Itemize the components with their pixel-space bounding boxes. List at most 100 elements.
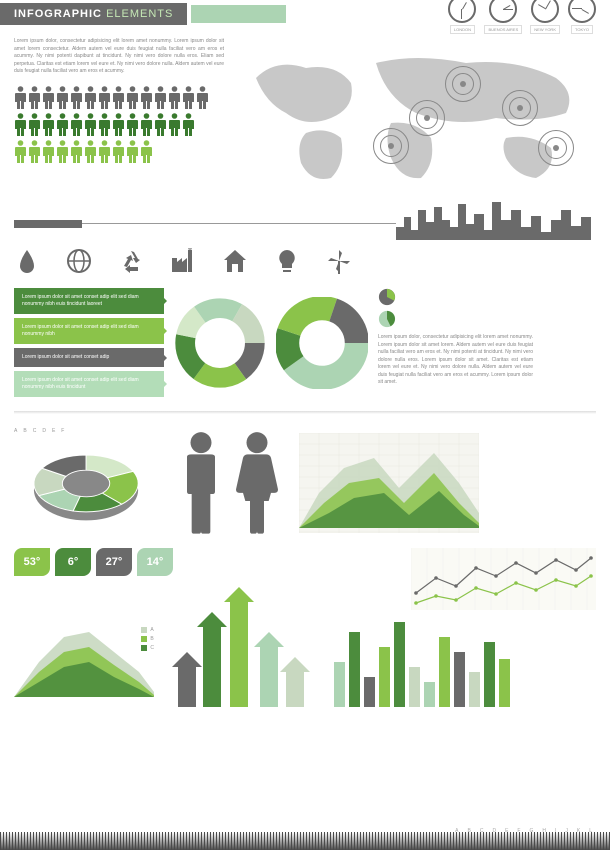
person-icon xyxy=(84,140,97,164)
line-chart xyxy=(411,548,596,610)
person-icon xyxy=(28,140,41,164)
clock-icon xyxy=(568,0,596,23)
title-bold: INFOGRAPHIC xyxy=(14,8,102,20)
person-icon xyxy=(42,140,55,164)
area-chart xyxy=(299,433,479,533)
person-icon xyxy=(42,113,55,137)
person-icon xyxy=(112,86,125,110)
windmill-icon xyxy=(326,248,352,274)
person-icon xyxy=(98,86,111,110)
person-icon xyxy=(196,86,209,110)
callout-box: Lorem ipsum dolor sit amet conset adip e… xyxy=(14,288,164,314)
progress-bar xyxy=(14,220,82,228)
world-clocks: LONDON BUENOS AIRES NEW YORK TOKYO xyxy=(448,0,610,34)
person-icon xyxy=(140,113,153,137)
stat-badge: 14° xyxy=(137,548,173,576)
person-icon xyxy=(182,86,195,110)
header-accent xyxy=(191,5,286,23)
callout-box: Lorem ipsum dolor sit amet conset adip e… xyxy=(14,318,164,344)
person-icon xyxy=(126,113,139,137)
person-icon xyxy=(98,113,111,137)
person-icon xyxy=(56,113,69,137)
female-icon xyxy=(233,431,281,536)
progress-line xyxy=(82,223,396,224)
recycle-icon xyxy=(118,248,144,274)
separator xyxy=(14,411,596,414)
stacked-legend: ABC xyxy=(141,627,154,654)
person-icon xyxy=(42,86,55,110)
person-icon xyxy=(84,113,97,137)
person-icon xyxy=(140,140,153,164)
eco-icons-row xyxy=(0,240,610,282)
person-icon xyxy=(112,140,125,164)
person-icon xyxy=(98,140,111,164)
clock-label: BUENOS AIRES xyxy=(484,25,522,34)
map-target xyxy=(373,128,409,164)
clock-icon xyxy=(448,0,476,23)
person-icon xyxy=(14,140,27,164)
clock-label: LONDON xyxy=(450,25,475,34)
donut-chart-1 xyxy=(174,297,266,389)
callout-box: Lorem ipsum dolor sit amet conset adip xyxy=(14,348,164,367)
skyline-divider xyxy=(14,202,596,240)
person-icon xyxy=(70,140,83,164)
person-icon xyxy=(28,113,41,137)
person-icon xyxy=(154,113,167,137)
donut3d-legend: ABCDEF xyxy=(14,428,159,434)
map-target xyxy=(445,66,481,102)
callout-box: Lorem ipsum dolor sit amet conset adip e… xyxy=(14,371,164,397)
stat-badge: 27° xyxy=(96,548,132,576)
clock-icon xyxy=(489,0,517,23)
person-icon xyxy=(182,113,195,137)
world-map xyxy=(236,38,596,198)
callout-column: Lorem ipsum dolor sit amet conset adip e… xyxy=(14,288,164,397)
title-light: ELEMENTS xyxy=(106,8,173,20)
person-icon xyxy=(84,86,97,110)
stat-badge: 53° xyxy=(14,548,50,576)
person-icon xyxy=(14,86,27,110)
stacked-area-wrap: ABC xyxy=(14,617,154,707)
people-chart xyxy=(14,86,224,164)
clock-icon xyxy=(531,0,559,23)
arrow-chart xyxy=(168,577,318,707)
donut-chart-2 xyxy=(276,297,368,389)
side-text-block: Lorem ipsum dolor, consectetur adipisici… xyxy=(378,288,533,397)
person-icon xyxy=(112,113,125,137)
header: INFOGRAPHIC ELEMENTS LONDONBUENOS AIRESN… xyxy=(0,0,610,28)
bulb-icon xyxy=(274,248,300,274)
person-icon xyxy=(14,113,27,137)
factory-icon xyxy=(170,248,196,274)
clock-label: NEW YORK xyxy=(530,25,560,34)
person-icon xyxy=(56,86,69,110)
page-title: INFOGRAPHIC ELEMENTS xyxy=(0,3,187,25)
stat-badge: 6° xyxy=(55,548,91,576)
map-target xyxy=(409,100,445,136)
stacked-area-chart xyxy=(14,617,154,702)
person-icon xyxy=(154,86,167,110)
house-icon xyxy=(222,248,248,274)
stat-badges: 53°6°27°14° xyxy=(14,548,173,576)
person-icon xyxy=(126,86,139,110)
mini-pie-legend xyxy=(378,288,533,328)
city-silhouette xyxy=(396,202,596,240)
person-icon xyxy=(56,140,69,164)
clock-label: TOKYO xyxy=(571,25,593,34)
grass-footer xyxy=(0,832,610,850)
drop-icon xyxy=(14,248,40,274)
intro-block: Lorem ipsum dolor, consectetur adipisici… xyxy=(14,38,224,198)
person-icon xyxy=(126,140,139,164)
side-text: Lorem ipsum dolor, consectetur adipisici… xyxy=(378,334,533,387)
donut-charts xyxy=(174,288,368,397)
person-icon xyxy=(70,113,83,137)
person-icon xyxy=(140,86,153,110)
male-icon xyxy=(177,431,225,536)
bar-chart xyxy=(332,612,512,707)
intro-text: Lorem ipsum dolor, consectetur adipisici… xyxy=(14,38,224,76)
person-icon xyxy=(70,86,83,110)
person-icon xyxy=(28,86,41,110)
human-icons xyxy=(177,431,281,536)
person-icon xyxy=(168,113,181,137)
person-icon xyxy=(168,86,181,110)
donut-3d-chart: ABCDEF xyxy=(14,428,159,538)
globe-icon xyxy=(66,248,92,274)
